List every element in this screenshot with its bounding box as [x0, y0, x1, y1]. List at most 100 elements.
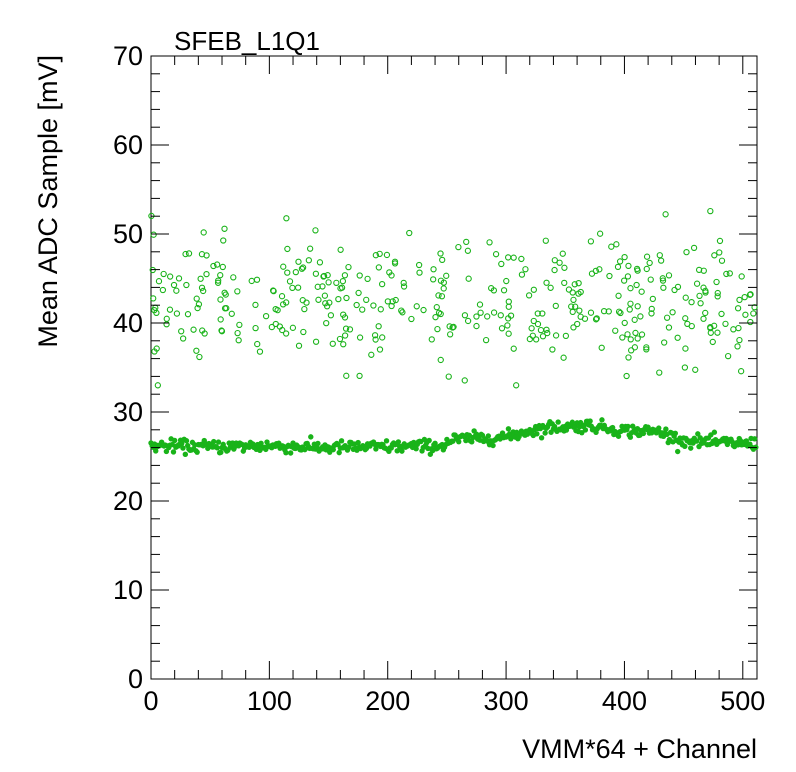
data-point-open [292, 268, 299, 276]
data-point-open [337, 285, 344, 292]
data-point-open [634, 335, 641, 342]
data-point-open [170, 281, 178, 289]
data-point-open [700, 284, 707, 291]
y-tick-label: 10 [113, 575, 143, 605]
data-point-filled [587, 418, 593, 424]
data-point-open [388, 302, 395, 310]
data-point-open [713, 278, 720, 286]
data-point-open [339, 278, 347, 285]
data-point-open [235, 337, 242, 344]
data-point-open [530, 317, 537, 325]
data-point-open [455, 243, 462, 251]
y-tick-label: 60 [113, 130, 143, 160]
data-point-open [637, 313, 644, 320]
data-point-open [620, 277, 628, 284]
data-point-open [252, 301, 259, 309]
data-point-open [631, 344, 639, 351]
data-point-open [543, 326, 550, 333]
data-point-open [353, 301, 360, 309]
data-point-open [627, 300, 634, 307]
data-point-open [279, 326, 286, 334]
data-point-open [346, 326, 354, 333]
data-point-open [571, 281, 578, 288]
data-point-open [682, 294, 689, 301]
data-point-open [228, 310, 235, 317]
data-point-open [280, 263, 287, 270]
data-point-open [312, 338, 320, 345]
data-point-open [333, 279, 340, 287]
data-point-open [383, 251, 391, 259]
y-tick-label: 40 [113, 308, 143, 338]
data-point-open [562, 332, 570, 340]
data-point-open [588, 270, 596, 277]
data-point-open [592, 316, 600, 323]
data-point-open [615, 292, 622, 299]
data-point-open [182, 250, 189, 258]
data-point-open [375, 323, 382, 330]
x-axis-ticks: 0 100 200 300 400 500 [143, 56, 765, 716]
data-point-open [648, 305, 655, 313]
x-tick-label: 500 [720, 686, 765, 716]
data-point-open [376, 346, 384, 353]
data-point-filled [308, 434, 314, 440]
data-point-open [463, 238, 470, 246]
data-point-open [154, 382, 161, 389]
data-point-open [505, 298, 512, 305]
x-tick-label: 100 [247, 686, 292, 716]
data-point-open [623, 372, 630, 380]
data-point-open [299, 264, 307, 271]
data-point-open [210, 262, 217, 270]
data-point-open [194, 304, 201, 312]
data-point-open [525, 292, 533, 299]
data-point-open [340, 341, 347, 348]
data-point-open [386, 269, 393, 276]
data-point-open [179, 335, 187, 342]
data-point-open [696, 292, 703, 300]
data-point-open [272, 320, 279, 328]
data-point-open [656, 252, 663, 259]
data-point-filled [338, 438, 345, 444]
data-point-open [542, 237, 549, 244]
data-point-open [372, 252, 380, 259]
data-point-open [337, 246, 344, 253]
data-point-open [294, 284, 302, 291]
data-point-open [464, 247, 472, 254]
data-point-open [697, 300, 704, 307]
data-point-open [443, 272, 450, 279]
data-point-open [355, 289, 362, 297]
data-point-open [345, 263, 352, 271]
data-point-filled [330, 446, 336, 453]
data-point-open [219, 263, 226, 271]
data-point-open [634, 267, 641, 274]
data-point-open [498, 260, 505, 268]
data-point-open [608, 243, 615, 250]
data-point-open [306, 245, 314, 252]
data-point-open [500, 287, 508, 294]
data-point-open [587, 238, 595, 245]
data-point-open [440, 285, 447, 292]
data-point-open [683, 248, 690, 256]
data-point-open [305, 257, 312, 264]
data-point-open [356, 334, 364, 341]
data-point-open [661, 339, 668, 346]
data-point-open [726, 270, 733, 277]
series-open-circles [148, 207, 758, 389]
y-axis-ticks: 0 10 20 30 40 50 60 70 [113, 41, 757, 694]
data-point-open [159, 286, 167, 294]
data-point-open [289, 324, 297, 331]
data-point-open [430, 266, 437, 273]
data-point-open [627, 285, 634, 292]
data-point-open [714, 293, 721, 300]
data-point-open [634, 303, 641, 310]
data-point-open [628, 347, 635, 354]
data-point-open [575, 280, 582, 287]
data-point-open [356, 372, 363, 380]
data-point-open [702, 287, 709, 295]
data-point-open [406, 229, 413, 237]
data-point-open [195, 301, 203, 308]
data-point-open [544, 329, 551, 337]
data-point-open [193, 347, 200, 354]
data-point-open [278, 293, 286, 300]
data-point-open [343, 294, 350, 302]
data-point-open [217, 272, 224, 279]
